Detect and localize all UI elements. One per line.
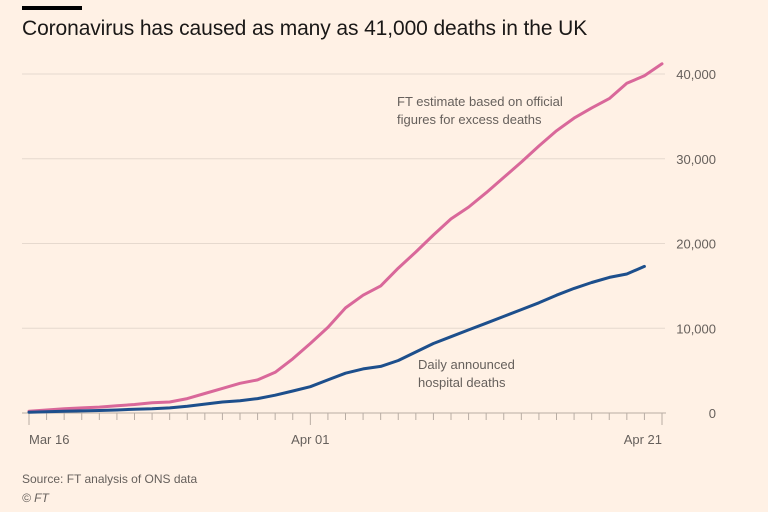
chart-title: Coronavirus has caused as many as 41,000…: [22, 17, 588, 40]
y-tick-label: 0: [709, 406, 716, 421]
hospital-deaths-line: [27, 264, 646, 414]
gridlines: [22, 73, 665, 329]
x-axis: Mar 16 Apr 01 Apr 21: [22, 412, 666, 447]
x-tick-label: Mar 16: [29, 432, 69, 447]
y-tick-label: 30,000: [676, 152, 716, 167]
annotations: FT estimate based on official figures for…: [397, 94, 563, 390]
excess-deaths-line: [27, 62, 664, 413]
y-tick-label: 20,000: [676, 237, 716, 252]
series-annotation: Daily announced: [418, 357, 515, 372]
y-tick-label: 40,000: [676, 67, 716, 82]
y-tick-label: 10,000: [676, 321, 716, 336]
x-tick-label: Apr 21: [624, 432, 662, 447]
series-annotation: FT estimate based on official: [397, 94, 563, 109]
x-tick-label: Apr 01: [291, 432, 329, 447]
series-lines: [27, 62, 664, 414]
series-annotation: figures for excess deaths: [397, 112, 542, 127]
series-annotation: hospital deaths: [418, 375, 506, 390]
copyright: © FT: [22, 491, 49, 505]
ft-header-bar: [22, 6, 82, 10]
source-note: Source: FT analysis of ONS data: [22, 472, 198, 486]
y-axis: 0 10,000 20,000 30,000 40,000: [676, 67, 716, 421]
